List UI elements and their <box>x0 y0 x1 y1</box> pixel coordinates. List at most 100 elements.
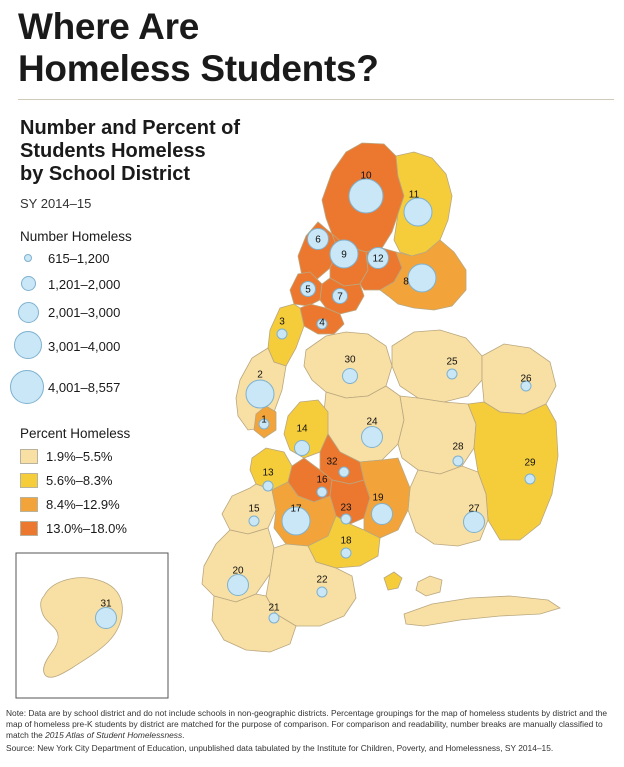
legend-swatch-1-label: 1.9%–5.5% <box>46 449 113 464</box>
map-title-line-1: Number and Percent of <box>20 117 241 139</box>
district-18-label: 18 <box>340 536 352 547</box>
district-16-label: 16 <box>316 475 328 486</box>
title-divider <box>18 99 614 100</box>
legend-bubble-2 <box>21 276 36 291</box>
district-4-bubble <box>316 318 328 330</box>
district-28-label: 28 <box>452 442 464 453</box>
number-legend-title: Number Homeless <box>20 229 132 244</box>
district-29-bubble <box>524 473 536 485</box>
legend-swatch-3 <box>20 497 38 512</box>
district-9-label: 9 <box>341 250 347 261</box>
district-20-label: 20 <box>232 566 244 577</box>
district-23-bubble <box>340 513 352 525</box>
district-4-label: 4 <box>319 318 325 329</box>
legend-bubble-5 <box>10 370 44 404</box>
district-2-bubble <box>245 379 275 409</box>
district-11-label: 11 <box>409 190 420 201</box>
district-26-bubble <box>520 380 532 392</box>
district-32-label: 32 <box>326 457 338 468</box>
footnote: Note: Data are by school district and do… <box>6 708 618 741</box>
district-30-bubble <box>342 368 358 384</box>
district-bubbles <box>95 178 536 629</box>
legend-swatch-4-label: 13.0%–18.0% <box>46 521 127 536</box>
district-14-bubble <box>294 440 310 456</box>
legend-swatch-4 <box>20 521 38 536</box>
legend-bubble-1 <box>24 254 32 262</box>
district-10-bubble <box>348 178 384 214</box>
district-22-label: 22 <box>316 575 328 586</box>
legend-swatch-2 <box>20 473 38 488</box>
district-11-bubble <box>403 197 433 227</box>
legend-bubble-3 <box>18 302 39 323</box>
district-3-bubble <box>276 328 288 340</box>
district-8-label: 8 <box>403 277 409 288</box>
legend-swatch-1 <box>20 449 38 464</box>
district-31-bubble <box>95 607 117 629</box>
district-21-bubble <box>268 612 280 624</box>
district-28-shape <box>397 395 477 475</box>
legend-bubble-5-label: 4,001–8,557 <box>48 380 121 395</box>
district-3-label: 3 <box>279 317 285 328</box>
district-18-island-shape <box>383 571 403 591</box>
district-24-label: 24 <box>366 417 378 428</box>
legend-bubble-2-label: 1,201–2,000 <box>48 277 121 292</box>
footnote-end: . <box>182 730 185 740</box>
district-25-label: 25 <box>446 357 458 368</box>
district-28-bubble <box>452 455 464 467</box>
district-6-label: 6 <box>315 235 321 246</box>
percent-legend-title: Percent Homeless <box>20 426 131 441</box>
district-26-label: 26 <box>520 374 532 385</box>
district-7-bubble <box>332 288 348 304</box>
map-title-line-2: Students Homeless <box>20 140 206 162</box>
district-8-bubble <box>407 263 437 293</box>
district-10-label: 10 <box>360 171 372 182</box>
legend-bubble-1-label: 615–1,200 <box>48 251 110 266</box>
district-map: 123 4567891011121314151617181920212223242… <box>15 142 561 699</box>
staten-island-inset <box>15 552 169 699</box>
district-13-bubble <box>262 480 274 492</box>
main-title-line-2: Homeless Students? <box>18 48 379 89</box>
district-2-label: 2 <box>257 370 263 381</box>
district-12-bubble <box>367 247 389 269</box>
district-15-bubble <box>248 515 260 527</box>
legend-bubble-4-label: 3,001–4,000 <box>48 339 121 354</box>
district-22-bubble <box>316 586 328 598</box>
district-5-label: 5 <box>305 285 311 296</box>
district-5-bubble <box>300 281 316 297</box>
district-32-bubble <box>338 466 350 478</box>
district-7-label: 7 <box>337 292 343 303</box>
district-26-shape <box>481 343 557 415</box>
district-25-shape <box>391 329 483 403</box>
district-24-bubble <box>361 426 383 448</box>
district-21-label: 21 <box>268 603 280 614</box>
district-21-shape <box>211 593 297 653</box>
district-19-label: 19 <box>372 493 384 504</box>
district-25-bubble <box>446 368 458 380</box>
district-14-label: 14 <box>296 424 308 435</box>
district-30-label: 30 <box>344 355 356 366</box>
legend-swatch-3-label: 8.4%–12.9% <box>46 497 120 512</box>
district-31-label: 31 <box>100 599 112 610</box>
district-labels: 123 4567891011121314151617181920212223242… <box>100 171 536 614</box>
district-23-label: 23 <box>340 503 352 514</box>
map-title-line-3: by School District <box>20 163 191 185</box>
number-legend: 615–1,200 1,201–2,000 2,001–3,000 3,001–… <box>0 0 160 420</box>
source-note: Source: New York City Department of Educ… <box>6 743 554 753</box>
district-1-bubble <box>258 418 270 430</box>
district-27-label: 27 <box>468 504 480 515</box>
district-16-bubble <box>316 486 328 498</box>
district-17-bubble <box>281 506 311 536</box>
district-18-bubble <box>340 547 352 559</box>
district-19-bubble <box>371 503 393 525</box>
district-9-bubble <box>329 239 359 269</box>
district-29-shape <box>467 401 559 541</box>
school-year-label: SY 2014–15 <box>20 196 92 211</box>
district-29-label: 29 <box>524 458 536 469</box>
district-27-jamaica-bay-shape <box>415 575 443 597</box>
district-1-label: 1 <box>261 415 267 426</box>
district-15-label: 15 <box>248 504 260 515</box>
district-13-label: 13 <box>262 468 274 479</box>
district-27-rockaway-shape <box>403 595 561 627</box>
map-title: Number and Percent of Students Homeless … <box>20 117 240 186</box>
legend-bubble-3-label: 2,001–3,000 <box>48 305 121 320</box>
